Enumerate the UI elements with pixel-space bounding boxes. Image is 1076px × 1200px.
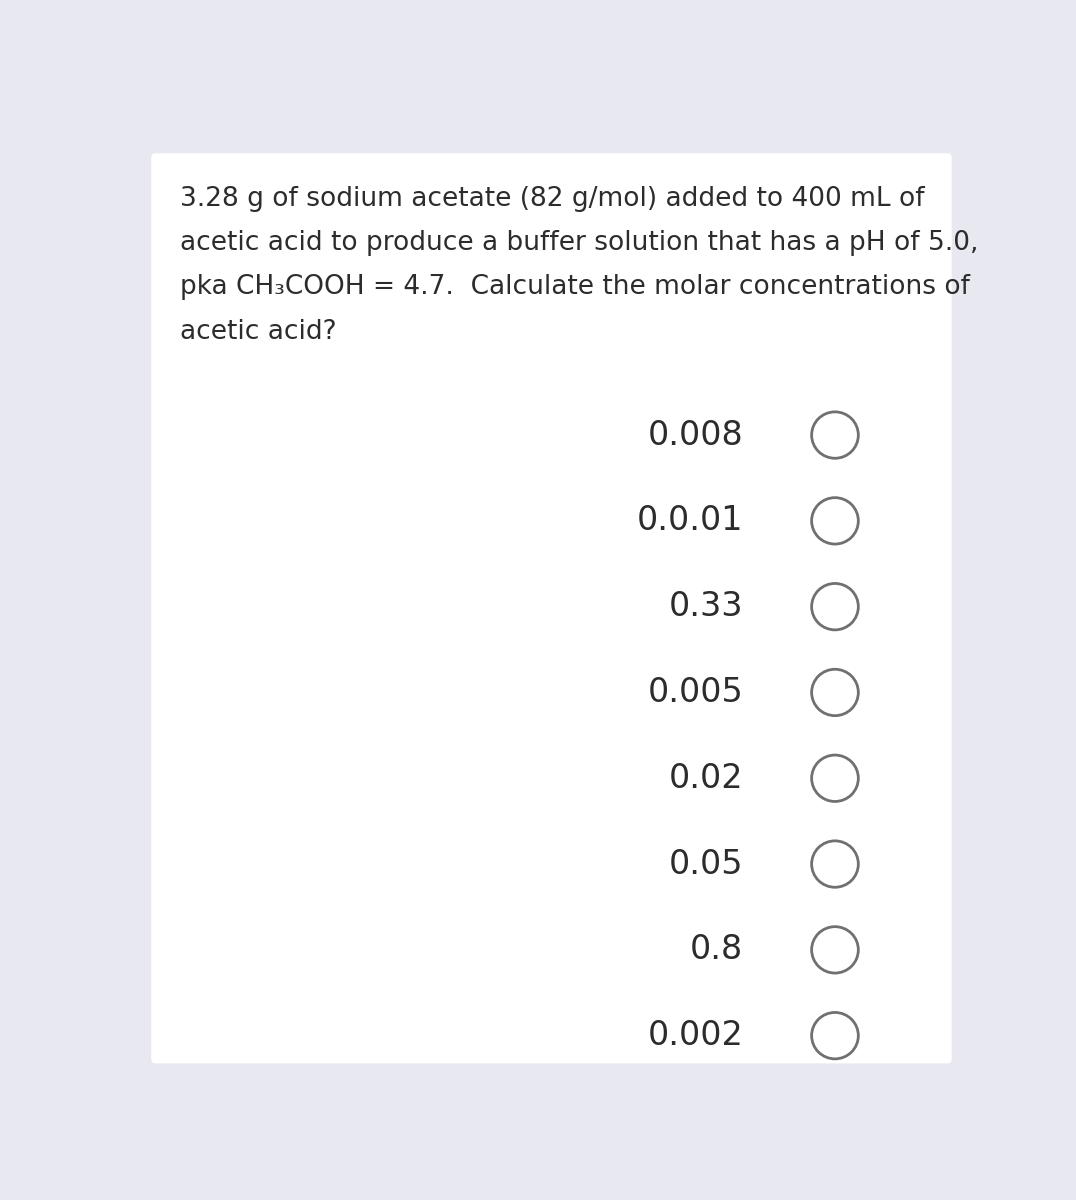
Ellipse shape	[811, 412, 859, 458]
Ellipse shape	[811, 926, 859, 973]
Text: pka CH₃COOH = 4.7.  Calculate the molar concentrations of: pka CH₃COOH = 4.7. Calculate the molar c…	[181, 275, 971, 300]
Ellipse shape	[811, 841, 859, 887]
Text: acetic acid?: acetic acid?	[181, 319, 337, 344]
Ellipse shape	[811, 670, 859, 715]
Ellipse shape	[811, 755, 859, 802]
Text: 0.0.01: 0.0.01	[637, 504, 744, 538]
Text: 3.28 g of sodium acetate (82 g/mol) added to 400 mL of: 3.28 g of sodium acetate (82 g/mol) adde…	[181, 186, 925, 211]
Text: 0.005: 0.005	[648, 676, 744, 709]
Text: 0.33: 0.33	[669, 590, 744, 623]
Text: 0.002: 0.002	[648, 1019, 744, 1052]
Text: 0.8: 0.8	[690, 934, 744, 966]
Ellipse shape	[811, 1013, 859, 1058]
Text: acetic acid to produce a buffer solution that has a pH of 5.0,: acetic acid to produce a buffer solution…	[181, 230, 979, 256]
Ellipse shape	[811, 498, 859, 544]
Text: 0.02: 0.02	[668, 762, 744, 794]
Text: 0.008: 0.008	[648, 419, 744, 451]
Ellipse shape	[811, 583, 859, 630]
Text: 0.05: 0.05	[669, 847, 744, 881]
FancyBboxPatch shape	[151, 154, 951, 1063]
